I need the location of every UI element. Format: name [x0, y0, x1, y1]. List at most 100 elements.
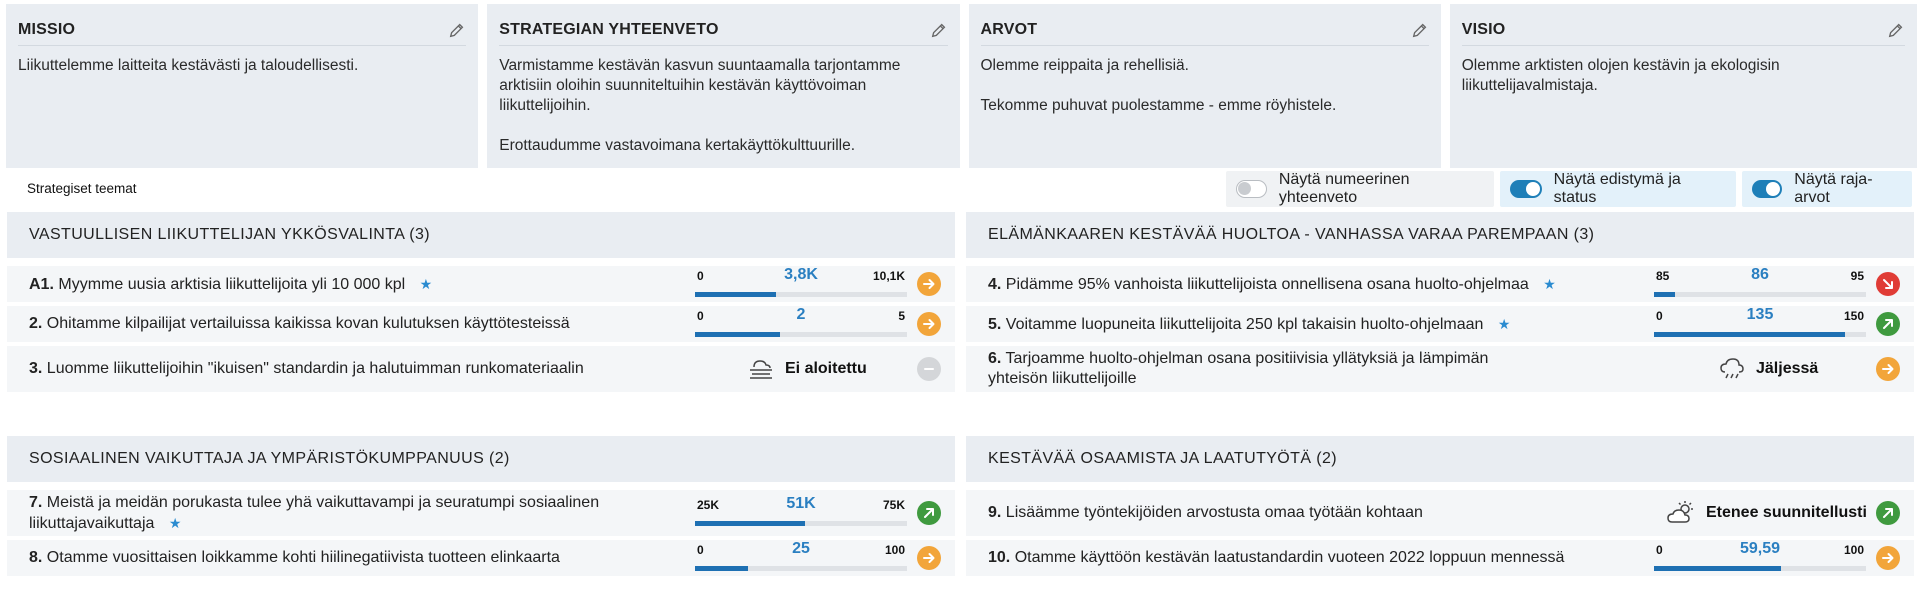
- goal-number: 3.: [29, 360, 43, 377]
- top-cards: MISSIO Liikuttelemme laitteita kestäväst…: [0, 0, 1920, 168]
- theme-title[interactable]: SOSIAALINEN VAIKUTTAJA JA YMPÄRISTÖKUMPP…: [7, 436, 955, 482]
- goal-label[interactable]: 2. Ohitamme kilpailijat vertailuissa kai…: [29, 314, 570, 334]
- goal-text: Luomme liikuttelijoihin "ikuisen" standa…: [46, 360, 584, 377]
- pencil-icon[interactable]: [1411, 21, 1429, 39]
- theme-section: ELÄMÄNKAAREN KESTÄVÄÄ HUOLTOA - VANHASSA…: [966, 212, 1914, 402]
- goal-label[interactable]: 6. Tarjoamme huolto-ohjelman osana posit…: [988, 349, 1548, 389]
- theme-section: VASTUULLISEN LIIKUTTELIJAN YKKÖSVALINTA …: [7, 212, 955, 402]
- goal-text: Tarjoamme huolto-ohjelman osana positiiv…: [988, 350, 1489, 387]
- toggle-progress-status[interactable]: Näytä edistymä ja status: [1500, 171, 1736, 207]
- goal-label[interactable]: 5. Voitamme luopuneita liikuttelijoita 2…: [988, 314, 1510, 335]
- card-missio: MISSIO Liikuttelemme laitteita kestäväst…: [6, 4, 479, 168]
- goal-text: Meistä ja meidän porukasta tulee yhä vai…: [29, 493, 600, 532]
- sun-cloud-icon: [1667, 501, 1693, 523]
- goal-text: Lisäämme työntekijöiden arvostusta omaa …: [1005, 504, 1423, 521]
- card-title: VISIO: [1461, 20, 1506, 38]
- goal-number: 6.: [988, 350, 1002, 367]
- card-visio: VISIO Olemme arktisten olojen kestävin j…: [1449, 4, 1917, 168]
- trend-sideways-icon: [1876, 357, 1900, 381]
- star-icon: ★: [419, 275, 433, 292]
- gauge-min: 0: [1656, 309, 1663, 323]
- goal-row[interactable]: 9. Lisäämme työntekijöiden arvostusta om…: [966, 490, 1914, 536]
- fog-icon: [750, 360, 772, 379]
- goal-row[interactable]: 7. Meistä ja meidän porukasta tulee yhä …: [7, 490, 955, 536]
- goal-number: 7.: [29, 493, 43, 511]
- themes-label: Strategiset teemat: [27, 181, 137, 196]
- goal-text: Ohitamme kilpailijat vertailuissa kaikis…: [46, 315, 570, 332]
- gauge-min: 0: [697, 543, 704, 557]
- theme-section: KESTÄVÄÄ OSAAMISTA JA LAATUTYÖTÄ (2) 9. …: [966, 436, 1914, 600]
- progress-gauge: 0 2 5: [695, 306, 907, 342]
- goal-label[interactable]: 4. Pidämme 95% vanhoista liikuttelijoist…: [988, 274, 1556, 295]
- gauge-fill: [1654, 566, 1782, 571]
- progress-gauge: 0 135 150: [1654, 306, 1866, 342]
- gauge-max: 150: [1843, 309, 1864, 323]
- gauge-value: 135: [1746, 306, 1774, 323]
- goal-row[interactable]: 10. Otamme käyttöön kestävän laatustanda…: [966, 540, 1914, 576]
- gauge-max: 10,1K: [872, 269, 905, 283]
- goal-label[interactable]: 7. Meistä ja meidän porukasta tulee yhä …: [29, 493, 629, 534]
- goal-label[interactable]: 3. Luomme liikuttelijoihin "ikuisen" sta…: [29, 359, 584, 379]
- goal-row[interactable]: 2. Ohitamme kilpailijat vertailuissa kai…: [7, 306, 955, 342]
- goal-number: 10.: [988, 549, 1011, 566]
- goal-label[interactable]: 8. Otamme vuosittaisen loikkamme kohti h…: [29, 548, 560, 568]
- trend-sideways-icon: [1876, 546, 1900, 570]
- goal-label[interactable]: A1. Myymme uusia arktisia liikuttelijoit…: [29, 274, 432, 295]
- goal-row[interactable]: 8. Otamme vuosittaisen loikkamme kohti h…: [7, 540, 955, 576]
- gauge-max: 100: [1843, 543, 1864, 557]
- star-icon: ★: [1497, 315, 1511, 332]
- trend-sideways-icon: [917, 546, 941, 570]
- progress-gauge: 25K 51K 75K: [695, 495, 907, 531]
- toggle-label: Näytä edistymä ja status: [1553, 171, 1681, 206]
- gauge-fill: [1654, 292, 1676, 297]
- gauge-value: 25: [792, 540, 810, 557]
- goal-text: Myymme uusia arktisia liikuttelijoita yl…: [58, 275, 406, 293]
- toggle-numeric-summary[interactable]: Näytä numeerinen yhteenveto: [1226, 171, 1494, 207]
- theme-title[interactable]: ELÄMÄNKAAREN KESTÄVÄÄ HUOLTOA - VANHASSA…: [966, 212, 1914, 258]
- goal-row[interactable]: 6. Tarjoamme huolto-ohjelman osana posit…: [966, 346, 1914, 392]
- progress-gauge: 0 25 100: [695, 540, 907, 576]
- goal-row[interactable]: 4. Pidämme 95% vanhoista liikuttelijoist…: [966, 266, 1914, 302]
- trend-up-icon: [917, 501, 941, 525]
- trend-none-icon: [917, 357, 941, 381]
- gauge-max: 100: [884, 543, 905, 557]
- pencil-icon[interactable]: [1887, 21, 1905, 39]
- gauge-max: 5: [898, 309, 905, 323]
- card-text: Liikuttelemme laitteita kestävästi ja ta…: [18, 57, 359, 74]
- goal-label[interactable]: 9. Lisäämme työntekijöiden arvostusta om…: [988, 503, 1423, 523]
- goal-number: A1.: [29, 275, 54, 293]
- star-icon: ★: [168, 514, 182, 531]
- toggle-switch[interactable]: [1752, 180, 1783, 198]
- card-title: ARVOT: [980, 20, 1038, 38]
- theme-title[interactable]: KESTÄVÄÄ OSAAMISTA JA LAATUTYÖTÄ (2): [966, 436, 1914, 482]
- goal-row[interactable]: 5. Voitamme luopuneita liikuttelijoita 2…: [966, 306, 1914, 342]
- gauge-max: 95: [1850, 269, 1864, 283]
- toggle-switch[interactable]: [1236, 180, 1267, 198]
- trend-sideways-icon: [917, 312, 941, 336]
- goal-row[interactable]: A1. Myymme uusia arktisia liikuttelijoit…: [7, 266, 955, 302]
- gauge-fill: [695, 332, 780, 337]
- card-text: Olemme reippaita ja rehellisiä.: [980, 57, 1189, 74]
- goal-label[interactable]: 10. Otamme käyttöön kestävän laatustanda…: [988, 548, 1564, 568]
- goal-text: Otamme vuosittaisen loikkamme kohti hiil…: [46, 549, 560, 566]
- pencil-icon[interactable]: [448, 21, 466, 39]
- rain-cloud-icon: [1720, 358, 1744, 379]
- theme-title[interactable]: VASTUULLISEN LIIKUTTELIJAN YKKÖSVALINTA …: [7, 212, 955, 258]
- toggle-switch[interactable]: [1510, 180, 1542, 198]
- toggle-limit-values[interactable]: Näytä raja-arvot: [1742, 171, 1912, 207]
- gauge-value: 3,8K: [784, 266, 818, 283]
- goal-status: Ei aloitettu: [747, 355, 867, 383]
- controls-bar: Strategiset teemat Näytä numeerinen yhte…: [0, 170, 1920, 208]
- gauge-min: 0: [697, 269, 704, 283]
- card-strategian-yhteenveto: STRATEGIAN YHTEENVETO Varmistamme kestäv…: [487, 4, 960, 168]
- goal-number: 4.: [988, 275, 1002, 293]
- card-title: STRATEGIAN YHTEENVETO: [499, 20, 719, 38]
- goal-row[interactable]: 3. Luomme liikuttelijoihin "ikuisen" sta…: [7, 346, 955, 392]
- gauge-min: 25K: [697, 498, 720, 512]
- card-text: Olemme arktisten olojen kestävin ja ekol…: [1461, 57, 1780, 94]
- goal-text: Voitamme luopuneita liikuttelijoita 250 …: [1005, 315, 1484, 333]
- gauge-value: 2: [796, 306, 806, 323]
- gauge-fill: [695, 292, 776, 297]
- pencil-icon[interactable]: [930, 21, 948, 39]
- toggle-label: Näytä raja-arvot: [1794, 171, 1873, 206]
